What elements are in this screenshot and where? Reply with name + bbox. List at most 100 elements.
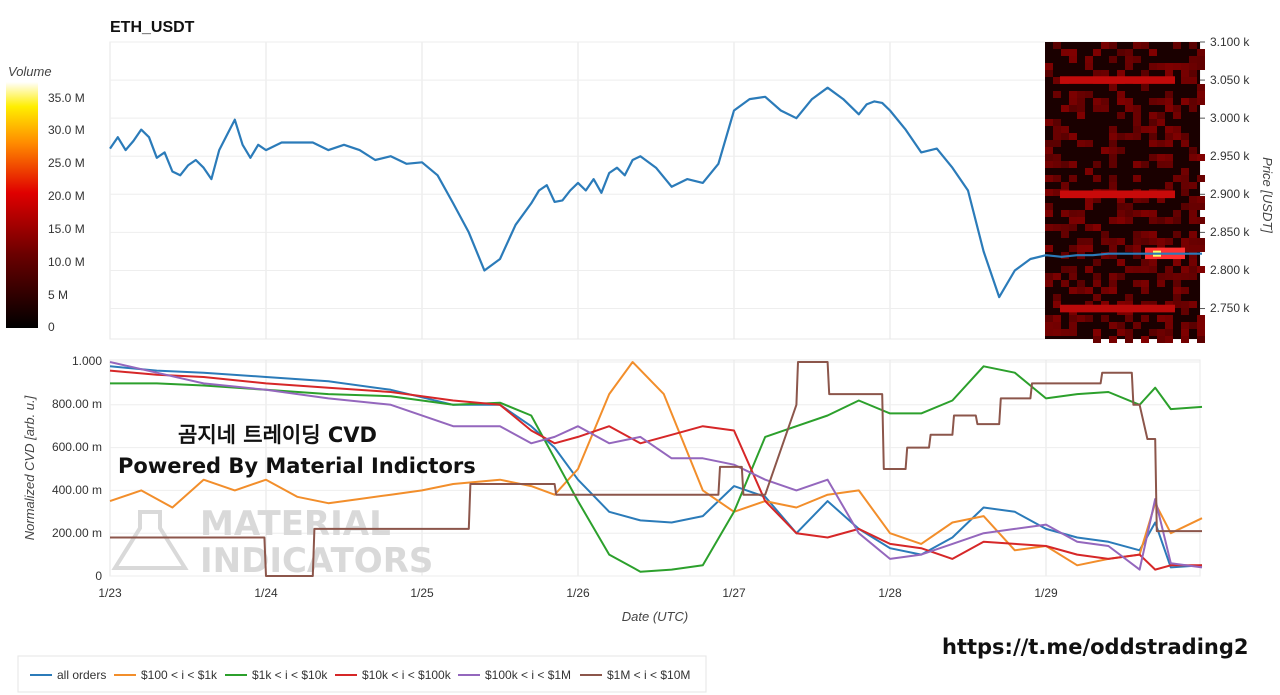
price-line xyxy=(109,86,1202,299)
heatmap-cell xyxy=(1173,42,1181,49)
legend-item-10k-100k[interactable]: $10k < i < $100k xyxy=(335,668,452,682)
heatmap-cell xyxy=(1181,238,1189,245)
cvd-y-axis: 1.000 800.00 m 600.00 m 400.00 m 200.00 … xyxy=(52,354,102,583)
heatmap-cell xyxy=(1077,140,1085,147)
heatmap-cell xyxy=(1189,266,1197,273)
heatmap-cell xyxy=(1173,259,1181,266)
heatmap-cell xyxy=(1077,315,1085,322)
heatmap-cell xyxy=(1157,336,1165,343)
heatmap-cell xyxy=(1117,98,1125,105)
heatmap-cell xyxy=(1157,161,1165,168)
heatmap-cell xyxy=(1133,126,1141,133)
heatmap-cell xyxy=(1101,315,1109,322)
heatmap-cell xyxy=(1093,70,1101,77)
heatmap-cell xyxy=(1173,273,1181,280)
heatmap-cell xyxy=(1165,133,1173,140)
heatmap-cell xyxy=(1077,287,1085,294)
legend-item-all-orders[interactable]: all orders xyxy=(30,668,106,682)
cvd-line-4 xyxy=(109,361,1203,571)
heatmap-cell xyxy=(1181,168,1189,175)
heatmap-cell xyxy=(1061,280,1069,287)
heatmap-cell xyxy=(1181,189,1189,196)
heatmap-cell xyxy=(1141,126,1149,133)
x-tick-label: 1/25 xyxy=(410,586,434,600)
heatmap-cell xyxy=(1109,175,1117,182)
heatmap-cell xyxy=(1125,49,1133,56)
heatmap-cell xyxy=(1189,154,1197,161)
heatmap-cell xyxy=(1077,245,1085,252)
heatmap-cell xyxy=(1157,63,1165,70)
heatmap-cell xyxy=(1053,161,1061,168)
legend-item-100-1k[interactable]: $100 < i < $1k xyxy=(114,668,218,682)
heatmap-cell xyxy=(1133,245,1141,252)
price-tick-label: 2.900 k xyxy=(1210,187,1250,201)
heatmap-cell xyxy=(1053,301,1061,308)
heatmap-cell xyxy=(1165,329,1173,336)
heatmap-cell xyxy=(1117,133,1125,140)
heatmap-cell xyxy=(1189,98,1197,105)
heatmap-cell xyxy=(1165,182,1173,189)
heatmap-cell xyxy=(1157,196,1165,203)
heatmap-cell xyxy=(1109,42,1117,49)
heatmap-cell xyxy=(1053,119,1061,126)
heatmap-cell xyxy=(1157,140,1165,147)
heatmap-cell xyxy=(1165,315,1173,322)
heatmap-cell xyxy=(1133,175,1141,182)
heatmap-cell xyxy=(1157,154,1165,161)
heatmap-cell xyxy=(1061,133,1069,140)
heatmap-cell xyxy=(1133,133,1141,140)
telegram-link[interactable]: https://t.me/oddstrading2 xyxy=(942,635,1249,659)
price-tick-label: 2.850 k xyxy=(1210,225,1250,239)
heatmap-cell xyxy=(1157,329,1165,336)
flask-icon xyxy=(111,510,189,570)
heatmap-cell xyxy=(1117,196,1125,203)
x-tick-label: 1/29 xyxy=(1034,586,1058,600)
heatmap-cell xyxy=(1149,133,1157,140)
heatmap-cell xyxy=(1149,210,1157,217)
heatmap-cell xyxy=(1165,91,1173,98)
heatmap-cell xyxy=(1149,112,1157,119)
heatmap-cell xyxy=(1141,266,1149,273)
heatmap-cell xyxy=(1069,273,1077,280)
heatmap-cell xyxy=(1181,287,1189,294)
colorbar-tick-label: 30.0 M xyxy=(48,123,85,137)
heatmap-cell xyxy=(1189,245,1197,252)
heatmap-cell xyxy=(1181,98,1189,105)
heatmap-cell xyxy=(1157,273,1165,280)
powered-by-overlay: Powered By Material Indictors xyxy=(118,454,476,478)
heatmap-cell xyxy=(1197,322,1205,329)
heatmap-cell xyxy=(1069,161,1077,168)
heatmap-cell xyxy=(1101,252,1109,259)
heatmap-cell xyxy=(1181,301,1189,308)
heatmap-cell xyxy=(1109,126,1117,133)
x-tick-label: 1/23 xyxy=(98,586,122,600)
heatmap-cell xyxy=(1189,203,1197,210)
heatmap-cell xyxy=(1045,63,1053,70)
heatmap-cell xyxy=(1133,231,1141,238)
heatmap-cell xyxy=(1085,245,1093,252)
heatmap-cell xyxy=(1197,203,1205,210)
cvd-series-group xyxy=(109,361,1203,577)
legend-label: all orders xyxy=(57,668,106,682)
heatmap-cell xyxy=(1149,238,1157,245)
legend: all orders $100 < i < $1k $1k < i < $10k… xyxy=(17,655,707,693)
cvd-panel: MATERIAL INDICATORS 1.000 800.00 m 600.0… xyxy=(22,354,1203,624)
heatmap-cell xyxy=(1077,217,1085,224)
heatmap-cell xyxy=(1141,280,1149,287)
heatmap-cell xyxy=(1125,63,1133,70)
heatmap-cell xyxy=(1125,245,1133,252)
colorbar-title: Volume xyxy=(8,64,52,79)
heatmap-cell xyxy=(1061,126,1069,133)
x-tick-label: 1/24 xyxy=(254,586,278,600)
heatmap-cell xyxy=(1069,245,1077,252)
legend-item-1m-10m[interactable]: $1M < i < $10M xyxy=(580,668,690,682)
heatmap-cell xyxy=(1133,210,1141,217)
heatmap-cell xyxy=(1133,161,1141,168)
heatmap-cell xyxy=(1181,63,1189,70)
heatmap-cell xyxy=(1117,217,1125,224)
heatmap-cell xyxy=(1165,98,1173,105)
heatmap-cell xyxy=(1093,280,1101,287)
heatmap-cell xyxy=(1101,231,1109,238)
legend-item-1k-10k[interactable]: $1k < i < $10k xyxy=(225,668,328,682)
legend-item-100k-1m[interactable]: $100k < i < $1M xyxy=(458,668,571,682)
